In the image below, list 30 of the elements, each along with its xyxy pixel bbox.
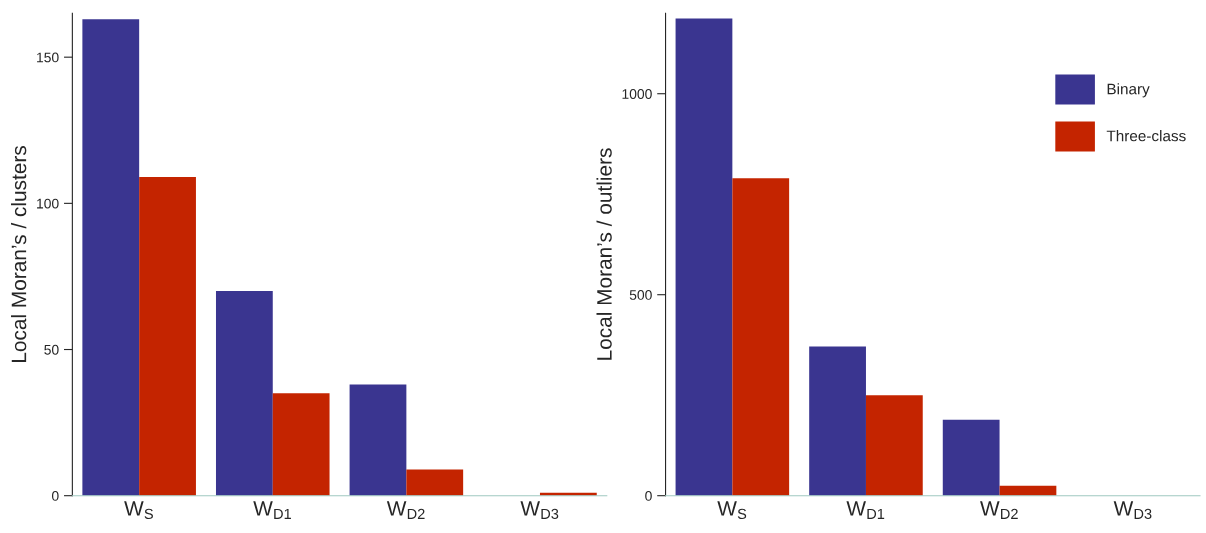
x-tick-label: W$_{D2}$ (980, 501, 1018, 519)
x-tick-label: W$_{S}$ (717, 501, 747, 520)
bar (732, 178, 790, 496)
y-axis-title: Local Moran’s / clusters (11, 146, 27, 363)
x-tick-label: W$_{D3}$ (520, 501, 559, 520)
x-tick-label: W$_{D1}$ (253, 501, 291, 519)
bar (215, 291, 273, 496)
legend-label: Binary (1107, 83, 1150, 98)
bar (349, 384, 407, 496)
y-tick-label: 0 (51, 491, 59, 501)
bar (82, 19, 140, 496)
bar (865, 395, 923, 496)
bar (809, 346, 866, 496)
bar (272, 393, 330, 496)
x-tick-label: W$_{D3}$ (1113, 501, 1152, 520)
y-tick-label: 150 (37, 52, 59, 63)
bar (139, 177, 196, 496)
bar (675, 18, 733, 496)
x-tick-label: W$_{D1}$ (846, 501, 885, 519)
y-tick-label: 1000 (622, 89, 652, 99)
legend-label: Three-class (1106, 130, 1186, 142)
x-tick-label: W$_{S}$ (124, 501, 153, 520)
bar (406, 469, 464, 496)
x-tick-label: W$_{D2}$ (386, 501, 425, 519)
y-tick-label: 100 (37, 198, 59, 209)
y-tick-label: 500 (629, 290, 652, 300)
y-tick-label: 0 (645, 491, 652, 501)
bar (942, 419, 1000, 496)
y-axis-title: Local Moran’s / outliers (596, 148, 612, 360)
y-tick-label: 50 (44, 344, 59, 355)
